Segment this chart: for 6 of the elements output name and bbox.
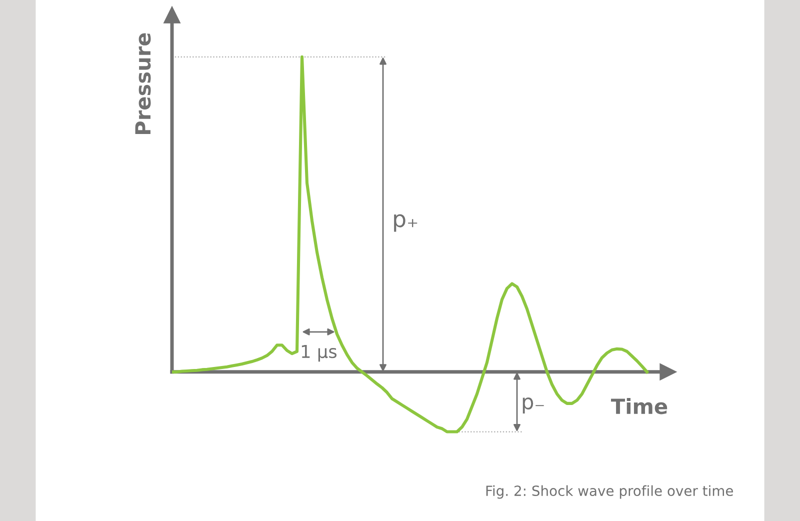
- caption: Fig. 2: Shock wave profile over time: [486, 485, 733, 499]
- y-axis-title: Pressure: [135, 33, 151, 134]
- x-axis-title: Time: [611, 398, 668, 414]
- annotation: p₊: [394, 214, 418, 232]
- annotation: 1 µs: [302, 344, 337, 362]
- annotation: p₋: [522, 398, 544, 414]
